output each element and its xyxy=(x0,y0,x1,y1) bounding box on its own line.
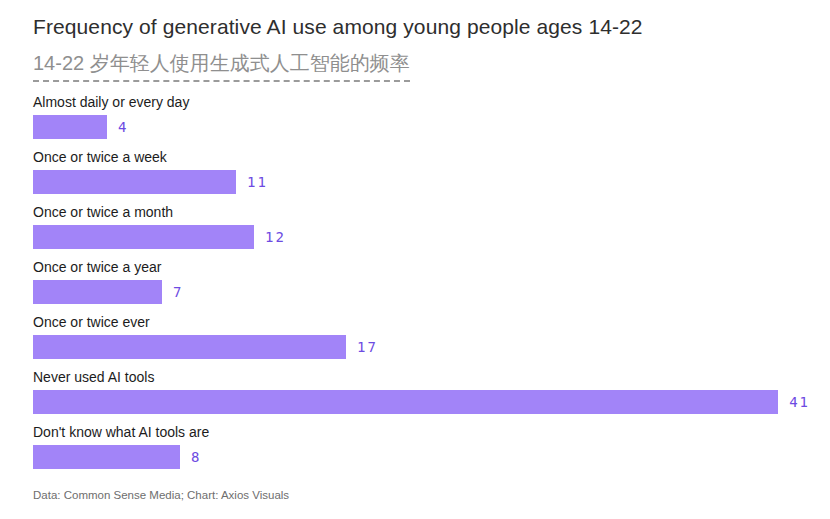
category-label: Once or twice a year xyxy=(33,259,810,276)
value-label: 12 xyxy=(265,225,286,249)
bar-line: 41 xyxy=(33,390,810,414)
bar-line: 17 xyxy=(33,335,810,359)
category-label: Almost daily or every day xyxy=(33,94,810,111)
chart-page: Frequency of generative AI use among you… xyxy=(0,0,830,519)
bar xyxy=(33,280,162,304)
chart-row: Almost daily or every day 4 xyxy=(33,94,810,139)
category-label: Once or twice a week xyxy=(33,149,810,166)
bar xyxy=(33,390,778,414)
value-label: 11 xyxy=(247,170,268,194)
chart-row: Once or twice a month 12 xyxy=(33,204,810,249)
value-label: 4 xyxy=(118,115,128,139)
bar xyxy=(33,225,254,249)
chart-subtitle-zh: 14-22 岁年轻人使用生成式人工智能的频率 xyxy=(33,51,410,82)
chart-row: Once or twice a year 7 xyxy=(33,259,810,304)
chart-title: Frequency of generative AI use among you… xyxy=(33,14,810,39)
bar xyxy=(33,445,180,469)
chart-row: Never used AI tools 41 xyxy=(33,369,810,414)
chart-row: Once or twice ever 17 xyxy=(33,314,810,359)
bar-line: 12 xyxy=(33,225,810,249)
bar xyxy=(33,335,346,359)
source-credit: Data: Common Sense Media; Chart: Axios V… xyxy=(33,488,810,502)
bar-line: 7 xyxy=(33,280,810,304)
category-label: Never used AI tools xyxy=(33,369,810,386)
value-label: 17 xyxy=(357,335,378,359)
value-label: 8 xyxy=(191,445,201,469)
chart-row: Don't know what AI tools are 8 xyxy=(33,424,810,469)
category-label: Don't know what AI tools are xyxy=(33,424,810,441)
category-label: Once or twice ever xyxy=(33,314,810,331)
bar-chart: Almost daily or every day 4 Once or twic… xyxy=(33,94,810,469)
category-label: Once or twice a month xyxy=(33,204,810,221)
bar xyxy=(33,115,107,139)
bar-line: 11 xyxy=(33,170,810,194)
bar xyxy=(33,170,236,194)
value-label: 7 xyxy=(173,280,183,304)
chart-row: Once or twice a week 11 xyxy=(33,149,810,194)
bar-line: 4 xyxy=(33,115,810,139)
value-label: 41 xyxy=(789,390,810,414)
bar-line: 8 xyxy=(33,445,810,469)
